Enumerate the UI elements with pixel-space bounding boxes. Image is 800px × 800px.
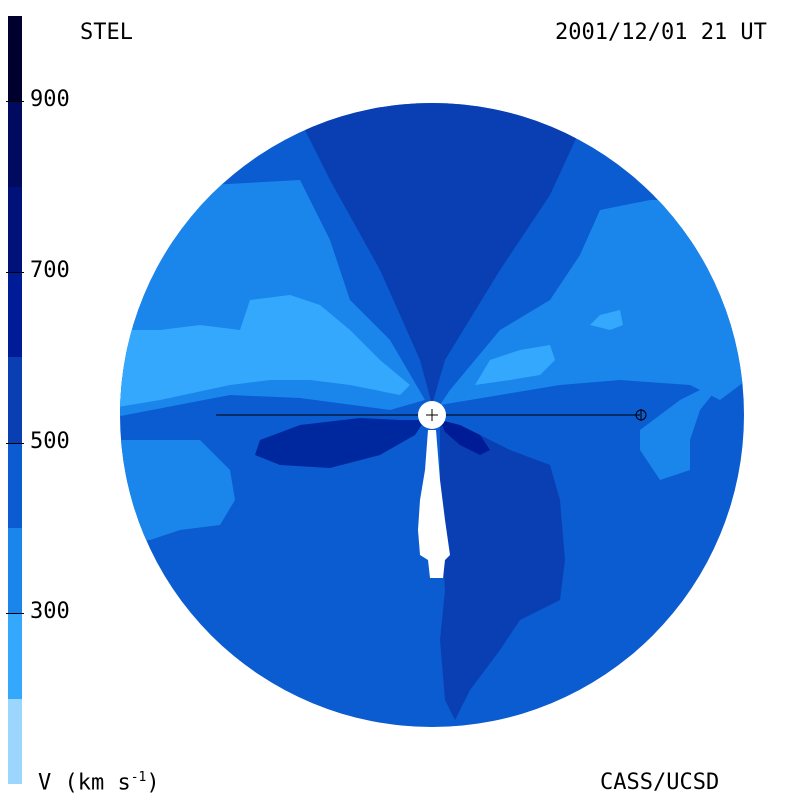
observatory-label: STEL bbox=[80, 20, 133, 45]
color-scale-tick-label: 700 bbox=[30, 258, 70, 283]
unit-label: V (km s-1) bbox=[38, 770, 160, 795]
color-scale-segment bbox=[8, 272, 22, 358]
color-scale-tick-mark bbox=[6, 613, 24, 615]
color-scale-tick-mark bbox=[6, 272, 24, 273]
color-scale-segment bbox=[8, 101, 22, 187]
map-region-top-dark bbox=[300, 103, 580, 405]
color-scale-segment bbox=[8, 442, 22, 528]
velocity-color-scale bbox=[8, 16, 22, 784]
map-region-right-lower bbox=[640, 370, 744, 480]
map-region-lower-right-dark bbox=[440, 420, 565, 720]
color-scale-tick-label: 300 bbox=[30, 599, 70, 625]
color-scale-tick-label: 900 bbox=[30, 87, 70, 113]
color-scale-tick-mark bbox=[6, 101, 24, 103]
sun-wake-region bbox=[418, 430, 450, 578]
color-scale-segment bbox=[8, 16, 22, 102]
map-region-right-patch-2 bbox=[590, 310, 623, 330]
color-scale-segment bbox=[8, 698, 22, 784]
map-region-center-left-lobe bbox=[255, 418, 425, 468]
map-region-center-right-lobe bbox=[440, 420, 490, 455]
map-region-right-patch-1 bbox=[475, 345, 555, 385]
color-scale-tick-mark bbox=[6, 442, 24, 444]
color-scale-segment bbox=[8, 613, 22, 699]
color-scale-segment bbox=[8, 186, 22, 272]
unit-label-suffix: ) bbox=[146, 770, 160, 796]
unit-label-prefix: V (km s bbox=[38, 770, 131, 796]
credit-label: CASS/UCSD bbox=[600, 770, 720, 795]
timestamp-label: 2001/12/01 21 UT bbox=[555, 20, 767, 45]
color-scale-segment bbox=[8, 357, 22, 443]
map-region-left-lightest bbox=[120, 295, 410, 410]
unit-label-exponent: -1 bbox=[130, 770, 147, 785]
color-scale-tick-label: 500 bbox=[30, 428, 70, 454]
color-scale-segment bbox=[8, 528, 22, 614]
